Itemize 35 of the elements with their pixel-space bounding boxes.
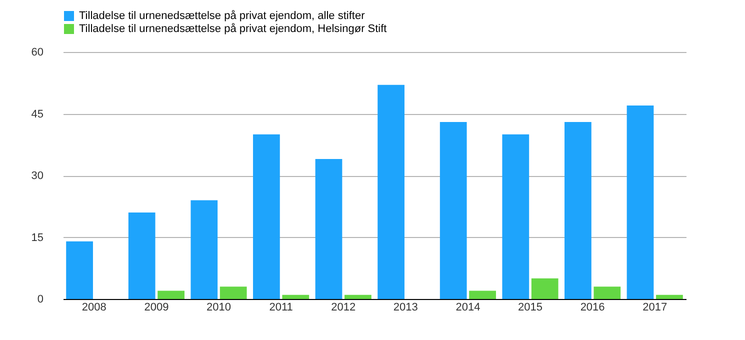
bar <box>220 286 247 299</box>
bar <box>564 122 592 299</box>
x-tick-label: 2009 <box>144 302 169 314</box>
y-tick-label: 60 <box>31 46 44 58</box>
y-tick-label: 45 <box>31 108 44 120</box>
bar <box>531 278 558 299</box>
x-tick-label: 2008 <box>82 302 106 314</box>
bar <box>656 294 683 299</box>
legend-label: Tilladelse til urnenedsættelse på privat ejendom, Helsingør Stift <box>79 23 387 35</box>
bar <box>128 212 156 299</box>
x-tick-label: 2013 <box>393 302 418 314</box>
bar <box>469 290 496 299</box>
bar <box>626 106 654 299</box>
bar <box>158 290 184 299</box>
x-tick-label: 2012 <box>331 302 356 314</box>
y-tick-label: 0 <box>37 294 44 306</box>
bar <box>378 84 404 299</box>
bar <box>66 241 93 299</box>
bar <box>440 122 467 299</box>
bar <box>253 134 280 299</box>
y-tick-label: 30 <box>31 170 44 182</box>
x-tick-label: 2014 <box>456 302 480 314</box>
x-tick-label: 2016 <box>580 302 605 314</box>
bar <box>282 294 310 299</box>
x-tick-label: 2010 <box>206 302 231 314</box>
x-tick-label: 2015 <box>518 302 542 314</box>
bar <box>344 294 372 299</box>
bar <box>502 134 530 299</box>
y-tick-label: 15 <box>31 232 44 244</box>
x-tick-label: 2011 <box>269 302 293 314</box>
bar <box>315 159 342 299</box>
legend-label: Tilladelse til urnenedsættelse på privat ejendom, alle stifter <box>79 10 366 22</box>
bar <box>190 200 218 299</box>
x-tick-label: 2017 <box>642 302 668 314</box>
bar <box>594 286 621 299</box>
